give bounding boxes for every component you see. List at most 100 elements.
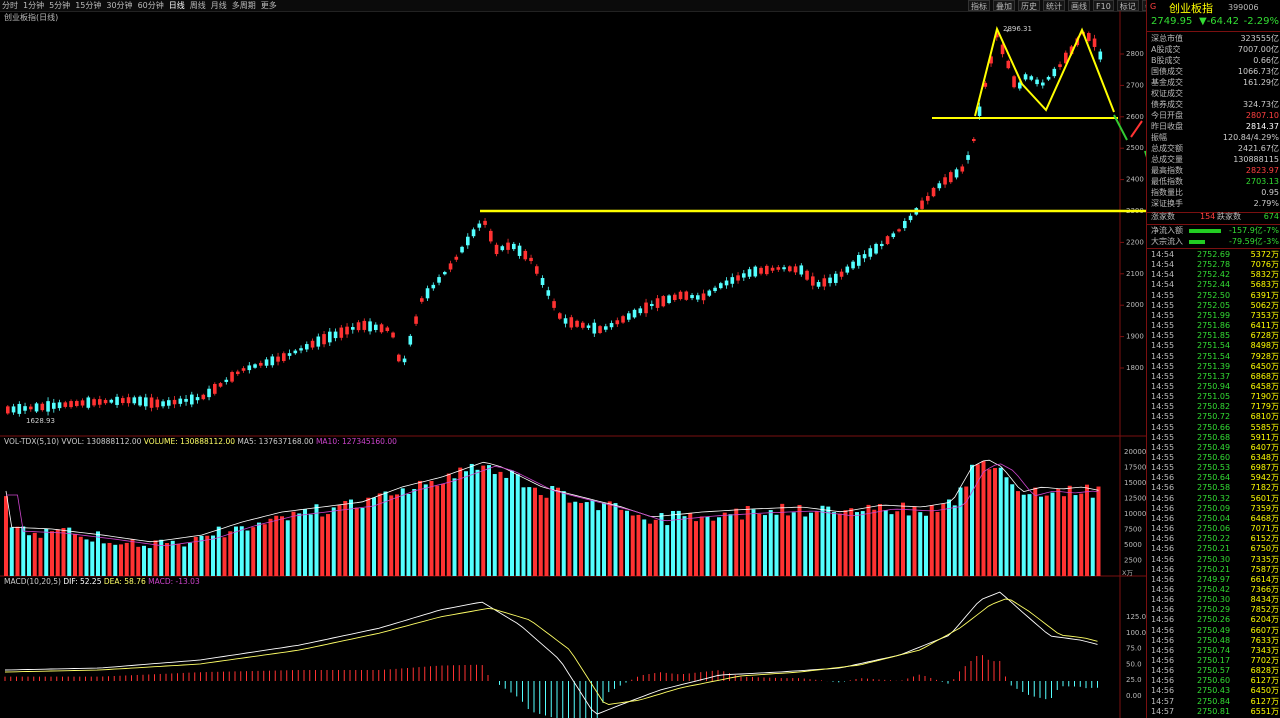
volume-bar	[924, 515, 928, 576]
volume-bar	[377, 493, 382, 576]
tick-row: 14:56 2750.48 7633万	[1149, 636, 1279, 646]
tick-volume: 6551万	[1250, 706, 1279, 716]
tab-more[interactable]: 更多	[260, 1, 277, 10]
tick-volume: 6348万	[1250, 453, 1279, 462]
volume-bar	[544, 497, 549, 576]
down-count: 674	[1263, 212, 1279, 221]
candle-body	[34, 403, 39, 412]
tick-volume: 5911万	[1250, 432, 1279, 442]
tick-volume: 5601万	[1250, 493, 1279, 503]
tab-timeshare[interactable]: 分时	[2, 1, 18, 10]
volume-bar	[1079, 493, 1084, 576]
tick-row: 14:56 2750.74 7343万	[1149, 646, 1279, 656]
candle-body	[575, 320, 579, 327]
tick-volume: 7353万	[1250, 310, 1279, 320]
volume-bar	[780, 503, 785, 576]
candle-body	[661, 296, 666, 307]
candle-body	[437, 277, 441, 283]
volume-bar	[630, 515, 635, 576]
tab-1min[interactable]: 1分钟	[23, 1, 45, 10]
tick-time: 14:55	[1151, 463, 1175, 473]
candle-body	[11, 406, 16, 413]
tick-row: 14:55 2751.37 6868万	[1149, 372, 1279, 382]
overlay-button[interactable]: 叠加	[993, 0, 1015, 11]
volume-bar	[602, 502, 606, 576]
volume-bar	[314, 504, 319, 576]
candle-body	[989, 56, 993, 64]
tick-time: 14:55	[1151, 381, 1175, 391]
tab-5min[interactable]: 5分钟	[49, 1, 71, 10]
volume-bar	[659, 513, 664, 576]
volume-bar	[734, 508, 739, 576]
volume-bar	[895, 511, 900, 576]
tick-time: 14:56	[1151, 513, 1175, 523]
candle-body	[690, 294, 694, 299]
candle-body	[793, 266, 798, 273]
volume-bar	[774, 514, 779, 576]
volume-tick-label: 17500	[1124, 464, 1146, 472]
candle-body	[264, 359, 269, 366]
tab-30min[interactable]: 30分钟	[106, 1, 133, 10]
tick-price: 2751.05	[1197, 392, 1231, 402]
volume-bar	[584, 502, 589, 576]
volume-bar	[15, 526, 20, 576]
volume-bar	[791, 512, 796, 576]
candle-body	[6, 406, 10, 414]
tab-15min[interactable]: 15分钟	[75, 1, 102, 10]
candle-body	[195, 397, 200, 401]
indicator-button[interactable]: 指标	[968, 0, 990, 11]
volume-bar	[763, 515, 767, 576]
candle-body	[299, 348, 303, 351]
f10-button[interactable]: F10	[1093, 0, 1114, 11]
tick-time: 14:54	[1151, 280, 1175, 290]
volume-ma10-line	[6, 463, 1099, 546]
mark-button[interactable]: 标记	[1116, 0, 1139, 11]
candle-body	[17, 403, 22, 414]
draw-line-button[interactable]: 画线	[1068, 0, 1090, 11]
macd-dea-line	[4, 598, 1098, 705]
flow-row-net: 净流入额 -157.9亿 -7%	[1151, 226, 1279, 235]
candle-body	[144, 397, 148, 407]
tab-weekly[interactable]: 周线	[189, 1, 206, 10]
volume-bar	[682, 516, 687, 576]
tab-60min[interactable]: 60分钟	[137, 1, 164, 10]
tick-price: 2750.04	[1197, 513, 1231, 523]
tick-price: 2751.54	[1197, 341, 1231, 351]
candle-body	[368, 321, 372, 332]
candle-body	[1000, 44, 1005, 55]
stat-value: 324.73亿	[1243, 100, 1279, 109]
tab-daily[interactable]: 日线	[168, 1, 185, 10]
volume-bar	[21, 526, 26, 576]
red-arrow	[1130, 120, 1143, 138]
volume-bar	[567, 502, 572, 576]
tick-price: 2750.66	[1197, 422, 1231, 432]
candle-body	[943, 177, 947, 185]
stat-value: 130888115	[1233, 155, 1279, 164]
tick-volume: 6810万	[1250, 412, 1279, 422]
kline-chart[interactable]: 2800270026002500240023002200210020001900…	[0, 11, 1146, 718]
volume-bar	[832, 512, 836, 576]
candle-body	[983, 82, 988, 87]
volume-bar	[912, 506, 917, 576]
stats-button[interactable]: 统计	[1043, 0, 1065, 11]
candle-body	[63, 402, 68, 407]
volume-bar	[136, 546, 141, 576]
volume-bar	[406, 493, 411, 576]
chart-title: 创业板指(日线)	[4, 13, 59, 22]
tick-time: 14:56	[1151, 503, 1175, 513]
candle-body	[931, 187, 936, 197]
candle-body	[207, 388, 211, 398]
volume-bar	[234, 526, 238, 576]
tab-multi-period[interactable]: 多周期	[231, 1, 256, 10]
volume-bar	[205, 535, 210, 576]
candle-body	[926, 196, 930, 201]
stat-label: 今日开盘	[1151, 111, 1183, 120]
tick-price: 2750.72	[1197, 412, 1231, 422]
history-button[interactable]: 历史	[1018, 0, 1040, 11]
tick-price: 2750.60	[1197, 453, 1231, 462]
tick-volume: 6450万	[1250, 361, 1279, 371]
tab-monthly[interactable]: 月线	[210, 1, 227, 10]
block-flow-bar	[1189, 240, 1205, 244]
trend-annotations	[480, 25, 1146, 213]
volume-bar	[596, 510, 601, 576]
